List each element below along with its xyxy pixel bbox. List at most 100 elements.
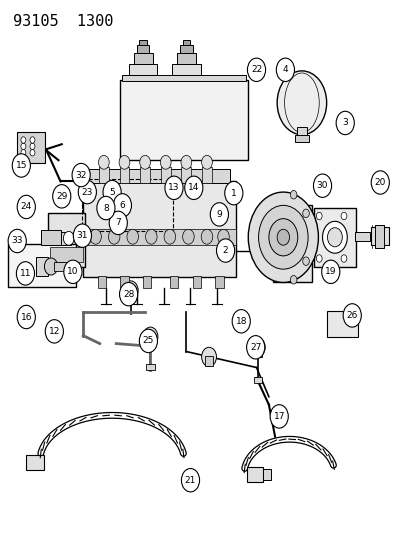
Circle shape [322,221,347,253]
Bar [169,276,178,288]
Text: 2: 2 [222,246,228,255]
Circle shape [201,348,216,367]
Circle shape [247,58,265,82]
Bar [119,166,129,182]
Bar [83,181,235,277]
Circle shape [327,228,342,247]
Bar [202,166,211,182]
Circle shape [44,258,57,275]
Circle shape [217,229,229,244]
Circle shape [143,327,157,346]
Circle shape [248,192,318,282]
Circle shape [52,184,71,208]
Circle shape [123,281,138,300]
Text: 29: 29 [56,192,67,201]
Circle shape [108,229,120,244]
Bar [296,127,306,137]
Circle shape [30,143,35,150]
Text: 3: 3 [342,118,347,127]
Text: 7: 7 [115,219,121,228]
Circle shape [340,255,346,262]
Circle shape [181,469,199,492]
Circle shape [269,405,287,428]
Bar [205,356,212,367]
Circle shape [268,219,297,256]
Text: 27: 27 [249,343,261,352]
Circle shape [72,164,90,187]
Circle shape [246,336,264,359]
Circle shape [30,137,35,143]
Bar [146,364,154,370]
Circle shape [342,304,361,327]
Bar [354,232,370,241]
Text: 26: 26 [346,311,357,320]
Bar [180,45,192,53]
Bar [313,208,355,266]
Bar [171,64,200,75]
Circle shape [12,154,30,177]
Bar [263,469,271,480]
Circle shape [64,260,82,284]
Bar [97,276,106,288]
Circle shape [201,229,212,244]
Circle shape [321,260,339,284]
Bar [50,247,83,262]
Circle shape [140,156,150,169]
Text: 5: 5 [109,188,115,197]
Circle shape [210,203,228,226]
Circle shape [139,329,157,353]
Text: 16: 16 [21,312,32,321]
Bar [128,64,157,75]
Bar [253,346,261,357]
Text: 21: 21 [184,476,196,484]
Bar [99,166,109,182]
Text: 22: 22 [250,66,261,74]
Text: 28: 28 [123,289,134,298]
Text: 6: 6 [119,201,125,210]
Text: 11: 11 [20,269,31,278]
Circle shape [109,211,127,235]
Bar [36,257,48,276]
Circle shape [17,262,34,285]
Bar [182,40,190,45]
Circle shape [113,193,131,217]
Circle shape [63,231,74,245]
Bar [326,311,357,337]
Bar [82,179,173,231]
Text: 32: 32 [75,171,87,180]
Circle shape [224,181,242,205]
Circle shape [8,229,26,253]
Circle shape [119,156,130,169]
Circle shape [17,305,35,329]
Text: 18: 18 [235,317,247,326]
Circle shape [250,338,265,357]
Circle shape [78,180,96,204]
Circle shape [21,150,26,156]
Circle shape [184,176,202,199]
Text: 4: 4 [282,66,287,74]
Bar [17,132,45,163]
Circle shape [119,282,138,306]
Text: 1: 1 [230,189,236,198]
Text: 14: 14 [188,183,199,192]
Bar [215,276,223,288]
Text: 12: 12 [49,327,60,336]
Bar [120,276,128,288]
Circle shape [160,156,171,169]
Circle shape [21,143,26,150]
Circle shape [180,156,191,169]
Circle shape [316,212,321,220]
Bar [140,166,150,182]
Circle shape [90,229,101,244]
Bar [146,336,154,346]
Bar [247,467,263,482]
Circle shape [30,150,35,156]
Bar [143,276,151,288]
Circle shape [164,176,183,199]
Bar [122,75,246,82]
Bar [181,166,191,182]
Bar [133,53,152,64]
Circle shape [45,320,63,343]
Bar [160,166,170,182]
Bar [8,244,76,287]
